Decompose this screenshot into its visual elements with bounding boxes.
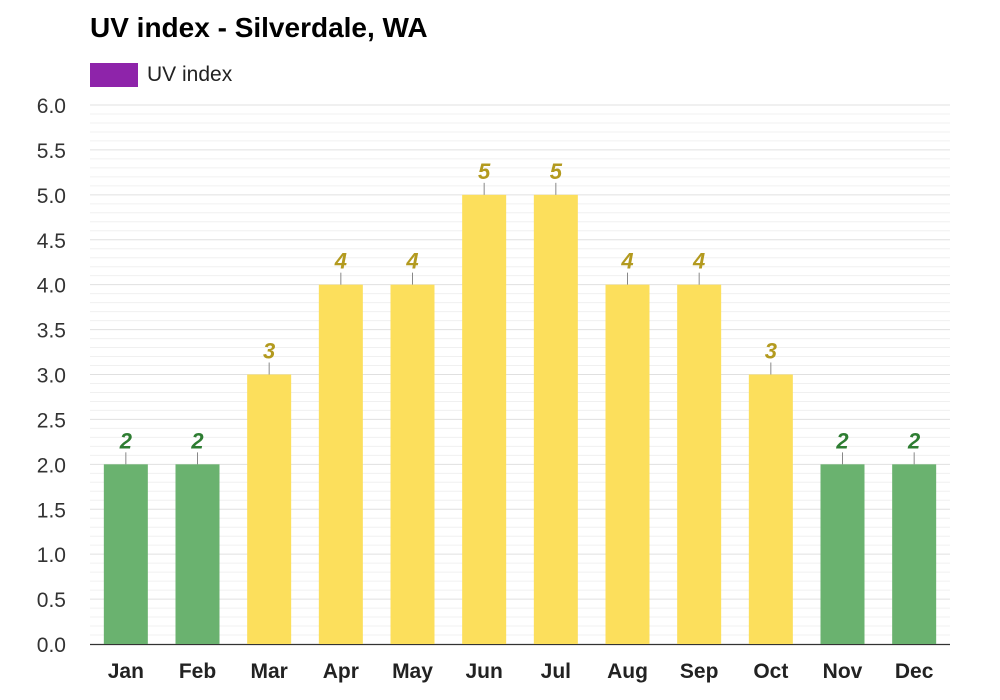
bar-nov[interactable] (820, 464, 865, 644)
data-label: 5 (550, 159, 563, 184)
legend-swatch (90, 63, 138, 87)
x-tick-label: Mar (250, 660, 287, 683)
y-tick-label: 2.5 (37, 409, 66, 432)
x-tick-label: Apr (323, 660, 359, 683)
bar-may[interactable] (390, 284, 435, 644)
bar-jan[interactable] (103, 464, 148, 644)
data-label: 4 (405, 249, 418, 274)
data-label: 4 (692, 249, 705, 274)
y-tick-label: 5.5 (37, 140, 66, 163)
bar-jul[interactable] (533, 194, 578, 645)
y-tick-label: 3.0 (37, 365, 66, 388)
bar-feb[interactable] (175, 464, 220, 644)
x-tick-label: Jan (108, 660, 144, 683)
data-label: 2 (119, 428, 133, 453)
data-label: 4 (334, 249, 347, 274)
y-tick-label: 5.0 (37, 185, 66, 208)
bar-mar[interactable] (247, 374, 292, 645)
data-label: 2 (907, 428, 921, 453)
y-tick-label: 1.5 (37, 499, 66, 522)
y-tick-label: 4.0 (37, 275, 66, 298)
x-tick-label: Nov (823, 660, 863, 683)
data-label: 2 (835, 428, 849, 453)
data-label: 2 (190, 428, 204, 453)
bar-apr[interactable] (318, 284, 363, 644)
y-tick-label: 3.5 (37, 320, 66, 343)
y-tick-label: 2.0 (37, 454, 66, 477)
y-tick-label: 4.5 (37, 230, 66, 253)
x-tick-label: Sep (680, 660, 719, 683)
x-tick-label: Jul (541, 660, 571, 683)
chart-title: UV index - Silverdale, WA (90, 12, 428, 43)
x-tick-label: May (392, 660, 433, 683)
y-tick-label: 0.5 (37, 589, 66, 612)
x-tick-label: Dec (895, 660, 934, 683)
y-tick-label: 0.0 (37, 634, 66, 657)
x-tick-label: Oct (753, 660, 788, 683)
y-tick-label: 1.0 (37, 544, 66, 567)
bar-oct[interactable] (748, 374, 793, 645)
data-label: 5 (478, 159, 491, 184)
y-tick-label: 6.0 (37, 95, 66, 118)
data-label: 4 (620, 249, 633, 274)
data-label: 3 (263, 339, 275, 364)
bar-dec[interactable] (892, 464, 937, 644)
bar-aug[interactable] (605, 284, 650, 644)
legend-label: UV index (147, 63, 233, 86)
x-tick-label: Aug (607, 660, 648, 683)
data-label: 3 (765, 339, 777, 364)
bar-jun[interactable] (462, 194, 507, 645)
x-tick-label: Jun (465, 660, 502, 683)
chart-legend[interactable]: UV index (90, 62, 232, 88)
x-tick-label: Feb (179, 660, 216, 683)
bar-sep[interactable] (677, 284, 722, 644)
